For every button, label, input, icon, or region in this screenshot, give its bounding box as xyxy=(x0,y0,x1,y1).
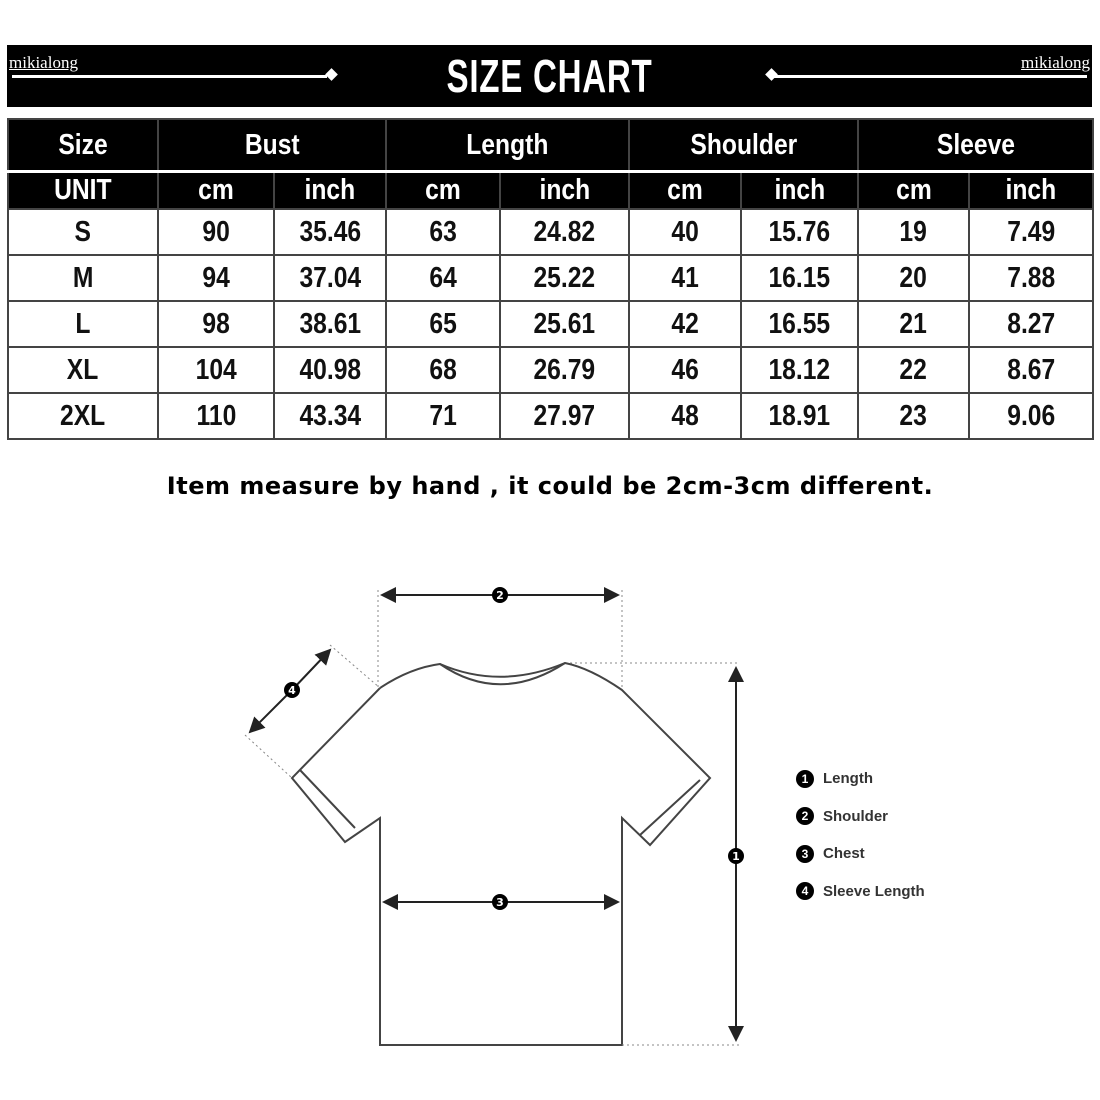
legend-item: 2 Shoulder xyxy=(796,798,925,836)
legend-item: 3 Chest xyxy=(796,835,925,873)
unit-cell: cm xyxy=(857,170,971,210)
unit-cell: inch xyxy=(968,170,1095,210)
brand-watermark-left: mikialong xyxy=(9,53,78,72)
measurement-note: Item measure by hand , it could be 2cm-3… xyxy=(166,472,934,500)
legend-item: 1 Length xyxy=(796,760,925,798)
header-size: Size xyxy=(7,118,159,173)
value-cell: 18.12 xyxy=(740,346,860,394)
value-cell: 8.67 xyxy=(968,346,1095,394)
value-cell: 63 xyxy=(385,208,502,256)
header-shoulder: Shoulder xyxy=(628,118,860,173)
value-cell: 16.15 xyxy=(740,254,860,302)
value-cell: 90 xyxy=(157,208,275,256)
size-table: Size Bust Length Shoulder Sleeve UNIT cm i… xyxy=(7,118,1095,440)
value-cell: 25.61 xyxy=(499,300,631,348)
arrow-line-left xyxy=(12,75,327,78)
value-cell: 9.06 xyxy=(968,392,1095,440)
value-cell: 40 xyxy=(628,208,743,256)
page-title: SIZE CHART xyxy=(446,50,653,102)
group-header-row: Size Bust Length Shoulder Sleeve xyxy=(7,118,1095,173)
value-cell: 20 xyxy=(857,254,971,302)
svg-text:3: 3 xyxy=(496,896,504,909)
tshirt-diagram: 2 3 1 4 xyxy=(244,587,744,1046)
value-cell: 16.55 xyxy=(740,300,860,348)
value-cell: 71 xyxy=(385,392,502,440)
value-cell: 23 xyxy=(857,392,971,440)
value-cell: 7.49 xyxy=(968,208,1095,256)
size-cell: M xyxy=(7,254,159,302)
svg-text:1: 1 xyxy=(732,850,740,863)
legend-label: Sleeve Length xyxy=(823,882,925,900)
value-cell: 43.34 xyxy=(272,392,388,440)
value-cell: 25.22 xyxy=(499,254,631,302)
diagram-legend: 1 Length 2 Shoulder 3 Chest 4 Sleeve Length xyxy=(796,760,925,910)
value-cell: 40.98 xyxy=(272,346,388,394)
value-cell: 98 xyxy=(157,300,275,348)
value-cell: 8.27 xyxy=(968,300,1095,348)
value-cell: 37.04 xyxy=(272,254,388,302)
size-chart-banner: mikialong mikialong SIZE CHART xyxy=(7,45,1092,107)
table-row: XL 104 40.98 68 26.79 46 18.12 22 8.67 xyxy=(7,346,1095,394)
unit-cell: UNIT xyxy=(7,170,159,210)
value-cell: 42 xyxy=(628,300,743,348)
value-cell: 68 xyxy=(385,346,502,394)
table-row: L 98 38.61 65 25.61 42 16.55 21 8.27 xyxy=(7,300,1095,348)
value-cell: 21 xyxy=(857,300,971,348)
legend-label: Shoulder xyxy=(823,807,889,825)
value-cell: 110 xyxy=(157,392,275,440)
size-cell: 2XL xyxy=(7,392,159,440)
marker-4-icon xyxy=(284,682,300,698)
svg-text:2: 2 xyxy=(496,589,504,602)
tshirt-outline xyxy=(290,661,712,1046)
table-row: 2XL 110 43.34 71 27.97 48 18.91 23 9.06 xyxy=(7,392,1095,440)
header-bust: Bust xyxy=(156,118,388,173)
brand-watermark-right: mikialong xyxy=(1021,53,1090,72)
value-cell: 104 xyxy=(157,346,275,394)
size-cell: L xyxy=(7,300,159,348)
value-cell: 22 xyxy=(857,346,971,394)
value-cell: 26.79 xyxy=(499,346,631,394)
value-cell: 24.82 xyxy=(499,208,631,256)
unit-cell: inch xyxy=(272,170,388,210)
number-badge-icon: 4 xyxy=(796,882,814,901)
number-badge-icon: 1 xyxy=(796,769,814,788)
legend-label: Length xyxy=(823,770,873,788)
svg-text:4: 4 xyxy=(288,684,296,697)
table-row: S 90 35.46 63 24.82 40 15.76 19 7.49 xyxy=(7,208,1095,256)
header-length: Length xyxy=(385,118,631,173)
value-cell: 19 xyxy=(857,208,971,256)
marker-1-icon xyxy=(728,848,744,864)
value-cell: 46 xyxy=(628,346,743,394)
value-cell: 38.61 xyxy=(272,300,388,348)
table-row: M 94 37.04 64 25.22 41 16.15 20 7.88 xyxy=(7,254,1095,302)
value-cell: 18.91 xyxy=(740,392,860,440)
value-cell: 48 xyxy=(628,392,743,440)
unit-header-row: UNIT cm inch cm inch cm inch cm inch xyxy=(7,170,1095,210)
value-cell: 27.97 xyxy=(499,392,631,440)
number-badge-icon: 2 xyxy=(796,807,814,826)
unit-cell: inch xyxy=(499,170,631,210)
unit-cell: cm xyxy=(157,170,275,210)
header-sleeve: Sleeve xyxy=(857,118,1095,173)
unit-cell: cm xyxy=(628,170,743,210)
legend-item: 4 Sleeve Length xyxy=(796,873,925,911)
value-cell: 41 xyxy=(628,254,743,302)
value-cell: 15.76 xyxy=(740,208,860,256)
unit-cell: cm xyxy=(385,170,502,210)
legend-label: Chest xyxy=(823,845,865,863)
number-badge-icon: 3 xyxy=(796,844,814,863)
unit-cell: inch xyxy=(740,170,860,210)
value-cell: 65 xyxy=(385,300,502,348)
arrow-line-right xyxy=(772,75,1087,78)
value-cell: 94 xyxy=(157,254,275,302)
size-cell: XL xyxy=(7,346,159,394)
marker-2-icon xyxy=(492,587,508,603)
size-cell: S xyxy=(7,208,159,256)
value-cell: 35.46 xyxy=(272,208,388,256)
value-cell: 7.88 xyxy=(968,254,1095,302)
value-cell: 64 xyxy=(385,254,502,302)
marker-3-icon xyxy=(492,894,508,910)
